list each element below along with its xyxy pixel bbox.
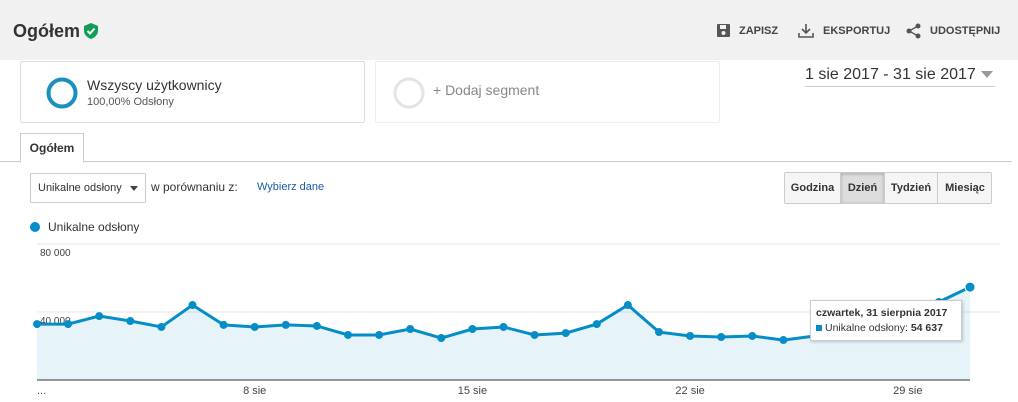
granularity-group: Godzina Dzień Tydzień Miesiąc bbox=[784, 172, 992, 204]
date-arrow bbox=[981, 71, 993, 78]
point bbox=[64, 320, 73, 329]
area bbox=[37, 287, 970, 380]
dropdown-arrow bbox=[130, 186, 138, 191]
point bbox=[964, 281, 976, 293]
date-range[interactable]: 1 sie 2017 - 31 sie 2017 bbox=[805, 66, 995, 87]
tooltip-value: 54 637 bbox=[910, 322, 943, 334]
tooltip-row: Unikalne odsłony: 54 637 bbox=[816, 322, 943, 334]
x-tick-label: 8 sie bbox=[243, 385, 266, 397]
verified-icon bbox=[84, 23, 98, 39]
granularity-button[interactable]: Dzień bbox=[841, 173, 885, 203]
point bbox=[406, 325, 415, 333]
point bbox=[748, 331, 757, 340]
x-tick-label: ... bbox=[37, 385, 46, 397]
legend-marker bbox=[30, 222, 40, 232]
segment-detail: 100,00% Odsłony bbox=[87, 96, 174, 108]
granularity-button[interactable]: Miesiąc bbox=[938, 173, 991, 203]
add-segment[interactable]: + Dodaj segment bbox=[433, 82, 540, 98]
segment-card[interactable]: Wszyscy użytkownicy 100,00% Odsłony bbox=[20, 61, 365, 123]
metric-dropdown[interactable]: Unikalne odsłony bbox=[30, 173, 146, 203]
point bbox=[437, 334, 446, 343]
save-icon bbox=[717, 24, 730, 37]
share-button[interactable]: UDOSTĘPNIJ bbox=[930, 25, 1001, 37]
point bbox=[312, 321, 321, 330]
legend-label: Unikalne odsłony bbox=[48, 220, 139, 234]
point bbox=[126, 317, 135, 326]
point bbox=[375, 330, 384, 339]
point bbox=[219, 320, 228, 329]
y-tick-label: 80 000 bbox=[40, 248, 71, 259]
point bbox=[250, 322, 259, 331]
x-tick-label: 15 sie bbox=[458, 385, 487, 397]
point bbox=[344, 330, 352, 339]
point bbox=[157, 322, 166, 331]
export-icon bbox=[798, 24, 814, 38]
point bbox=[530, 330, 539, 339]
point bbox=[561, 329, 570, 338]
point bbox=[623, 301, 632, 310]
compare-link[interactable]: Wybierz dane bbox=[257, 181, 325, 193]
save-button[interactable]: ZAPISZ bbox=[739, 25, 779, 37]
tooltip-label: Unikalne odsłony: bbox=[825, 322, 908, 334]
point bbox=[499, 322, 508, 331]
add-segment-card[interactable]: + Dodaj segment bbox=[375, 61, 720, 123]
point bbox=[95, 312, 104, 321]
granularity-button[interactable]: Godzina bbox=[785, 173, 841, 203]
top-bar bbox=[0, 0, 1018, 60]
x-tick-label: 29 sie bbox=[893, 385, 922, 397]
compare-label: w porównaniu z: bbox=[151, 180, 238, 194]
point bbox=[717, 332, 726, 341]
y-tick-label: 40 000 bbox=[40, 316, 71, 327]
metric-text: Unikalne odsłony bbox=[38, 182, 122, 194]
point bbox=[281, 320, 290, 329]
page-title: Ogółem bbox=[13, 21, 81, 41]
point bbox=[468, 325, 477, 333]
segment-name: Wszyscy użytkownicy bbox=[87, 77, 222, 93]
point bbox=[655, 328, 663, 337]
x-tick-label: 22 sie bbox=[675, 385, 704, 397]
tab-line bbox=[0, 161, 1012, 162]
tab[interactable]: Ogółem bbox=[20, 133, 84, 163]
point bbox=[686, 331, 695, 340]
granularity-button[interactable]: Tydzień bbox=[885, 173, 938, 203]
tooltip-swatch bbox=[816, 325, 822, 331]
add-segment-ring bbox=[393, 77, 425, 109]
export-button[interactable]: EKSPORTUJ bbox=[823, 25, 891, 37]
point bbox=[33, 320, 41, 329]
share-icon bbox=[906, 23, 921, 39]
tooltip: czwartek, 31 sierpnia 2017 Unikalne odsł… bbox=[810, 300, 962, 341]
segment-ring bbox=[46, 77, 78, 109]
point bbox=[592, 320, 601, 329]
point bbox=[188, 301, 197, 310]
tooltip-title: czwartek, 31 sierpnia 2017 bbox=[816, 307, 948, 319]
point bbox=[779, 336, 788, 345]
date-range-text: 1 sie 2017 - 31 sie 2017 bbox=[805, 66, 976, 83]
